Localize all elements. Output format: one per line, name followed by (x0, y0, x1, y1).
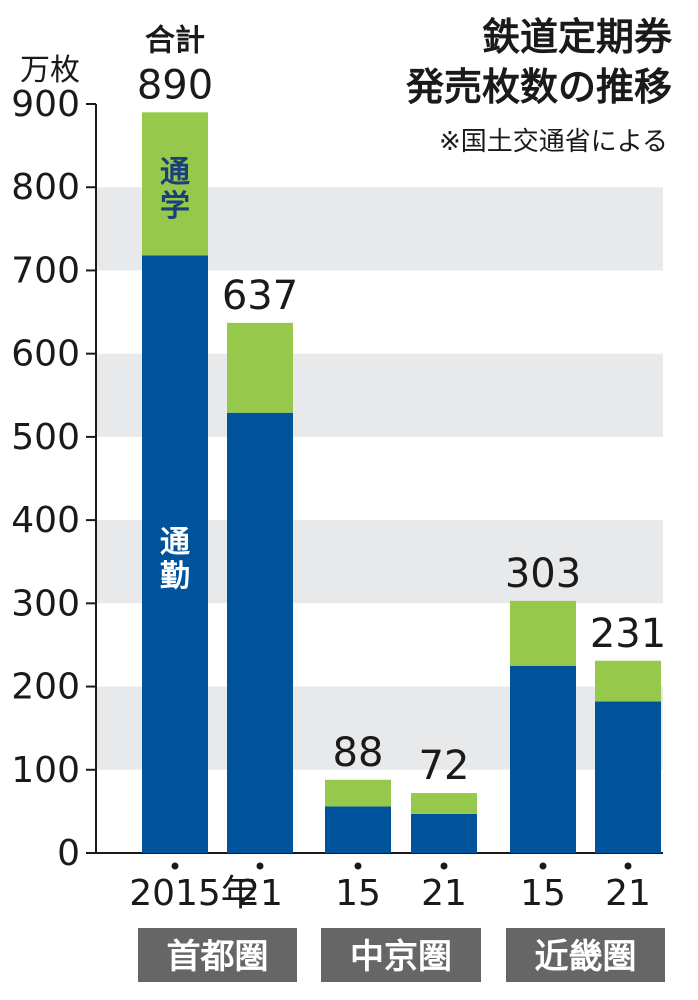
total-value-label: 72 (419, 743, 470, 789)
total-value-label: 890 (137, 62, 213, 108)
chart-title-line-2: 発売枚数の推移 (406, 65, 672, 109)
y-tick-label: 800 (11, 167, 80, 208)
region-labels: 首都圏 中京圏 近畿圏 (138, 928, 665, 982)
total-value-label: 303 (505, 551, 581, 597)
bar-school (510, 600, 576, 666)
bar-school (227, 322, 293, 413)
bar-school (325, 779, 391, 807)
x-tick-dot (624, 862, 632, 870)
bar-school (142, 112, 208, 256)
y-tick-label: 500 (11, 417, 80, 458)
x-category-label: 21 (421, 873, 467, 914)
total-value-label: 637 (222, 273, 298, 319)
bar-commute (411, 813, 477, 853)
source-note: ※国土交通省による (439, 127, 668, 157)
y-tick-label: 200 (11, 667, 80, 708)
series-label-school-char: 学 (160, 189, 190, 224)
x-category-label: 2015年 (129, 873, 257, 914)
x-tick-dot (354, 862, 362, 870)
y-tick-label: 300 (11, 583, 80, 624)
bar-commute (227, 412, 293, 853)
x-category-label: 15 (520, 873, 566, 914)
series-label-school-char: 通 (160, 155, 190, 190)
x-tick-dot (440, 862, 448, 870)
region-box: 首都圏 (138, 928, 297, 982)
region-box: 中京圏 (321, 928, 481, 982)
x-tick-dot (256, 862, 264, 870)
series-label-commute-char: 勤 (160, 559, 190, 594)
x-category-label: 21 (605, 873, 651, 914)
y-tick-label: 400 (11, 500, 80, 541)
bar-school (411, 793, 477, 814)
y-tick-label: 700 (11, 250, 80, 291)
y-tick-label: 0 (57, 833, 80, 874)
x-category-label: 21 (237, 873, 283, 914)
region-label: 近畿圏 (535, 937, 637, 977)
y-tick-label: 100 (11, 750, 80, 791)
bar-commute (510, 665, 576, 853)
bar-school (595, 660, 661, 702)
y-axis: 0 100 200 300 400 500 600 700 800 900 (11, 84, 663, 874)
bar-commute (595, 701, 661, 853)
total-value-label: 231 (590, 611, 666, 657)
total-caption: 合計 (145, 23, 205, 58)
region-label: 中京圏 (350, 937, 452, 977)
y-tick-label: 900 (11, 84, 80, 125)
region-box-bg (321, 928, 481, 982)
y-tick-label: 600 (11, 334, 80, 375)
x-tick-dot (171, 862, 179, 870)
series-label-school: 通学 (160, 155, 190, 224)
region-box-bg (138, 928, 297, 982)
y-unit-label: 万枚 (20, 53, 80, 88)
series-label-commute-char: 通 (160, 525, 190, 560)
region-box: 近畿圏 (506, 928, 665, 982)
chart-title-line-1: 鉄道定期券 (482, 15, 673, 59)
bar-commute (325, 806, 391, 853)
region-label: 首都圏 (167, 937, 269, 977)
bar-commute (142, 255, 208, 853)
series-label-commute: 通勤 (160, 525, 190, 594)
total-value-label: 88 (333, 730, 384, 776)
x-category-label: 15 (335, 873, 381, 914)
chart-title: 鉄道定期券 発売枚数の推移 (406, 15, 673, 109)
x-tick-dot (539, 862, 547, 870)
region-box-bg (506, 928, 665, 982)
